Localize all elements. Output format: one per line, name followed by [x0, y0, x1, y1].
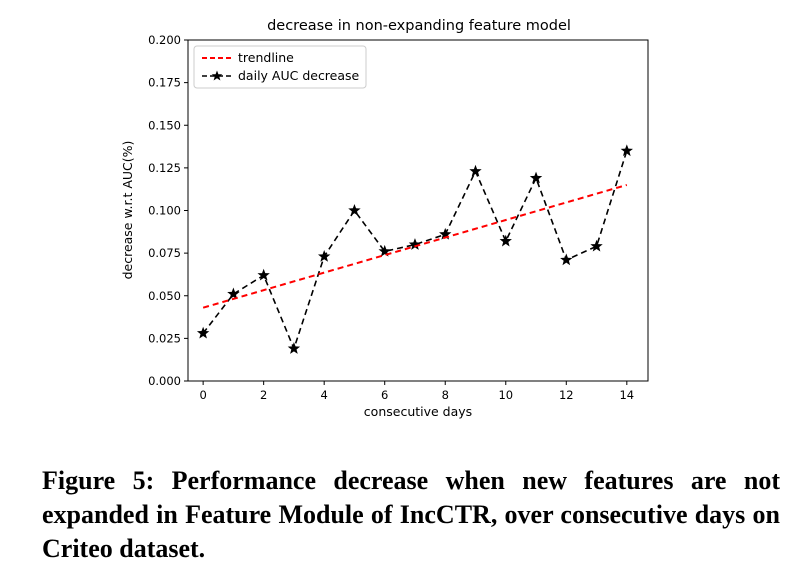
data-point-marker [590, 239, 603, 252]
data-point-marker [529, 171, 543, 184]
data-point-marker [378, 244, 391, 257]
x-tick-label: 4 [321, 388, 328, 402]
y-tick-label: 0.125 [148, 161, 181, 175]
data-point-marker [287, 342, 301, 354]
x-tick-label: 6 [381, 388, 388, 402]
data-point-marker [620, 144, 633, 157]
chart-title: decrease in non-expanding feature model [267, 18, 571, 34]
x-tick-label: 2 [260, 388, 267, 402]
figure-caption: Figure 5: Performance decrease when new … [42, 466, 780, 563]
y-axis-label: decrease w.r.t AUC(%) [120, 141, 135, 280]
y-tick-label: 0.000 [148, 374, 181, 388]
x-axis-label: consecutive days [364, 404, 472, 419]
x-tick-label: 10 [498, 388, 513, 402]
y-tick-label: 0.100 [148, 204, 181, 218]
y-tick-label: 0.175 [148, 76, 181, 90]
legend-daily-marker [211, 70, 223, 81]
legend: trendline daily AUC decrease [193, 45, 367, 89]
x-tick-label: 14 [619, 388, 634, 402]
x-tick-label: 12 [559, 388, 574, 402]
y-axis: 0.000 0.025 0.050 0.075 0.100 0.125 0.150 0.175… [148, 33, 188, 388]
trendline [202, 183, 628, 309]
series-layer [196, 144, 633, 354]
data-point-marker [227, 287, 240, 300]
data-point-marker [408, 238, 422, 250]
y-tick-label: 0.075 [148, 246, 181, 260]
x-tick-label: 8 [442, 388, 449, 402]
data-point-marker [257, 268, 270, 281]
data-point-marker [196, 326, 210, 339]
data-point-marker [439, 227, 452, 240]
plot-frame [187, 39, 649, 382]
y-tick-label: 0.050 [148, 289, 181, 303]
x-axis: 0 2 4 6 8 10 12 14 [199, 381, 634, 402]
legend-box [193, 45, 367, 89]
legend-daily-label: daily AUC decrease [238, 68, 360, 83]
data-point-marker [318, 250, 331, 262]
legend-trendline-label: trendline [238, 50, 294, 65]
daily-auc-line [202, 150, 628, 351]
y-tick-label: 0.200 [148, 33, 181, 47]
y-tick-label: 0.150 [148, 118, 181, 132]
y-tick-label: 0.025 [148, 331, 181, 345]
data-point-marker [469, 164, 482, 177]
data-point-marker [499, 234, 512, 247]
x-tick-label: 0 [199, 388, 206, 402]
data-point-marker [348, 204, 361, 216]
data-point-marker [560, 253, 573, 266]
